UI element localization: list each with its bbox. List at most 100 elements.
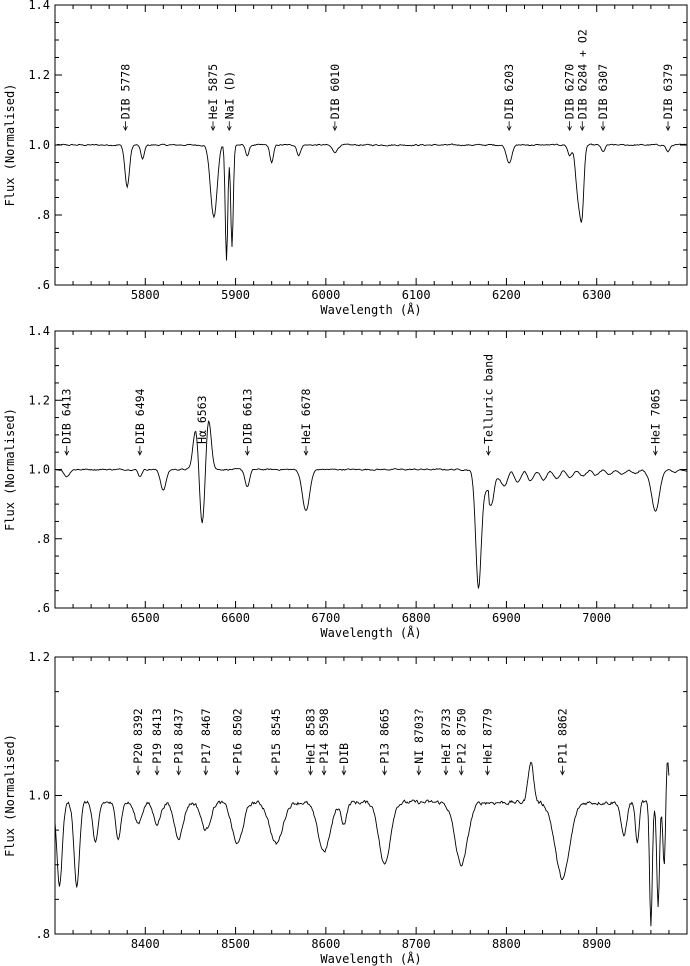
x-tick-label: 8500: [221, 937, 250, 951]
x-tick-label: 6300: [582, 288, 611, 302]
annotation: DIB 6270: [563, 64, 577, 132]
annotation-arrowhead: [653, 450, 658, 456]
x-tick-label: 6100: [402, 288, 431, 302]
annotation-label: DIB 6307: [596, 64, 610, 119]
annotation-arrowhead: [506, 126, 512, 132]
annotation: HeI 7065: [648, 389, 662, 456]
y-tick-label: 1.2: [28, 68, 50, 82]
annotation: DIB 6413: [60, 388, 74, 456]
annotation-label: DIB: [337, 743, 351, 764]
y-tick-label: 1.0: [28, 789, 50, 803]
spectrum-line: [54, 143, 688, 261]
annotation-arrowhead: [135, 770, 141, 776]
annotation-label: P20 8392: [131, 708, 145, 763]
annotation: P11 8862: [555, 708, 569, 776]
annotation: HeI 6678: [299, 388, 313, 456]
y-axis-label: Flux (Normalised): [3, 84, 17, 207]
annotation-label: Hα 6563: [195, 395, 209, 444]
annotation-arrowhead: [137, 450, 143, 456]
annotation-arrowhead: [332, 126, 338, 132]
annotation-label: P12 8750: [454, 708, 468, 763]
annotation-label: HeI 8733: [439, 708, 453, 763]
y-tick-label: 1.0: [28, 138, 50, 152]
x-tick-label: 6200: [492, 288, 521, 302]
annotation-arrowhead: [600, 126, 606, 132]
annotation-arrowhead: [303, 450, 309, 456]
annotation: DIB 6613: [240, 388, 254, 456]
annotation: Hα 6563: [195, 395, 209, 444]
annotation-arrowhead: [382, 770, 387, 776]
annotation-label: P13 8665: [378, 708, 392, 763]
annotation-label: P19 8413: [150, 708, 164, 763]
y-tick-label: .8: [36, 927, 50, 941]
annotation-arrowhead: [64, 450, 70, 456]
y-tick-label: 1.4: [28, 0, 50, 12]
annotation-arrowhead: [235, 770, 240, 776]
annotation-label: DIB 6413: [60, 388, 74, 443]
annotation-arrowhead: [485, 770, 490, 776]
x-tick-label: 8700: [402, 937, 431, 951]
annotation: NaI (D): [222, 71, 236, 132]
y-tick-label: .8: [36, 208, 50, 222]
annotation-label: NaI (D): [222, 71, 236, 119]
annotation-label: Telluric band: [481, 354, 495, 444]
panel-2: 6500 6600 6700 6800 6900 7000 .6 .8 1.0 1.2 1.4 Wav…: [3, 324, 688, 640]
spectrum-line: [54, 761, 670, 927]
y-tick-label: .8: [36, 532, 50, 546]
annotation: P12 8750: [454, 708, 468, 776]
panel-3: 8400 8500 8600 8700 8800 8900 .8 1.0 1.2 Waveleng…: [3, 650, 688, 966]
annotation-arrowhead: [308, 770, 313, 776]
annotation: HeI 8733: [439, 708, 453, 776]
annotation-arrowhead: [154, 770, 160, 776]
y-tick-label: .6: [36, 601, 50, 615]
x-tick-label: 6500: [131, 611, 160, 625]
y-tick-label: 1.0: [28, 463, 50, 477]
annotation-arrowhead: [203, 770, 209, 776]
annotation: DIB 6203: [502, 64, 516, 132]
annotation: HeI 8583: [304, 708, 318, 776]
x-tick-label: 5800: [131, 288, 160, 302]
annotation: DIB 5778: [118, 64, 132, 132]
annotation: DIB 6494: [133, 388, 147, 456]
annotation-label: P11 8862: [555, 708, 569, 763]
x-tick-label: 8600: [311, 937, 340, 951]
x-tick-label: 8900: [582, 937, 611, 951]
annotation: P14 8598: [317, 708, 331, 776]
annotation: DIB 6307: [596, 64, 610, 132]
annotation-label: DIB 6613: [240, 388, 254, 443]
annotation: DIB 6284 + O2: [575, 29, 589, 132]
panel-1: 5800 5900 6000 6100 6200 6300 .6 .8 1.0 1.2 1.4 Wav…: [3, 0, 688, 317]
annotation-label: DIB 6203: [502, 64, 516, 119]
x-tick-label: 8400: [131, 937, 160, 951]
annotation-arrowhead: [176, 770, 182, 776]
annotation-arrowhead: [226, 126, 232, 132]
annotation-arrowhead: [123, 126, 128, 132]
annotation-label: DIB 5778: [118, 64, 132, 119]
annotation-arrowhead: [458, 770, 464, 776]
annotation: Telluric band: [481, 354, 495, 456]
annotation-arrowhead: [321, 770, 327, 776]
annotation: P19 8413: [150, 708, 164, 776]
annotation-label: P15 8545: [269, 708, 283, 763]
annotation: P18 8437: [172, 708, 186, 776]
x-axis-label: Wavelength (Å): [320, 951, 421, 966]
x-tick-label: 8800: [492, 937, 521, 951]
x-tick-label: 6700: [311, 611, 340, 625]
annotation-arrowhead: [416, 770, 422, 776]
annotation-arrowhead: [244, 450, 250, 456]
annotation: P17 8467: [199, 708, 213, 776]
x-tick-label: 5900: [221, 288, 250, 302]
annotation-label: HeI 6678: [299, 388, 313, 443]
annotation-label: DIB 6270: [563, 64, 577, 119]
annotation: NI 8703?: [412, 708, 426, 776]
plot-frame: [54, 656, 688, 935]
spectrum-line: [55, 420, 688, 589]
y-axis-label: Flux (Normalised): [3, 734, 17, 857]
annotation-arrowhead: [341, 770, 347, 776]
x-tick-label: 7000: [582, 611, 611, 625]
annotation-arrowhead: [560, 770, 565, 776]
annotation: DIB: [337, 743, 351, 776]
annotation-label: P16 8502: [230, 708, 244, 763]
annotation: DIB 6379: [661, 64, 675, 132]
